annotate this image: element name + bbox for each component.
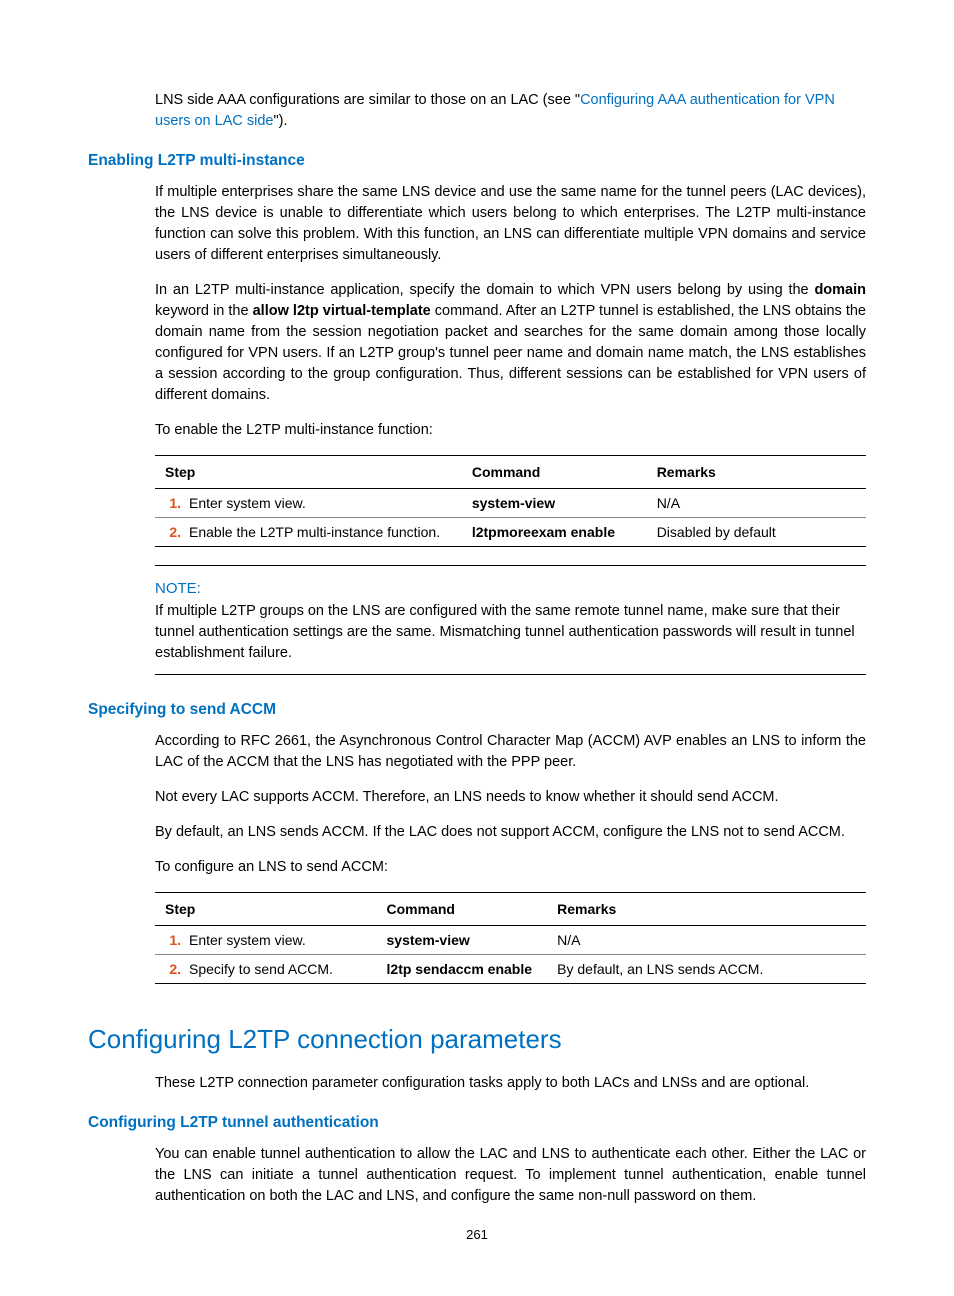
step-cmd: system-view <box>387 932 470 948</box>
step-rem: N/A <box>553 926 866 955</box>
s1-p2: In an L2TP multi-instance application, s… <box>155 280 866 406</box>
note-box: NOTE: If multiple L2TP groups on the LNS… <box>155 565 866 675</box>
table-header-row: Step Command Remarks <box>155 893 866 926</box>
intro-paragraph: LNS side AAA configurations are similar … <box>155 90 866 132</box>
s2-p3: By default, an LNS sends ACCM. If the LA… <box>155 822 866 843</box>
step-cmd: l2tp sendaccm enable <box>387 961 533 977</box>
table-row: 1.Enter system view. system-view N/A <box>155 926 866 955</box>
th-command: Command <box>383 893 554 926</box>
heading-connection-params: Configuring L2TP connection parameters <box>88 1024 866 1055</box>
table-row: 2.Specify to send ACCM. l2tp sendaccm en… <box>155 955 866 984</box>
heading-accm: Specifying to send ACCM <box>88 701 866 719</box>
th-command: Command <box>468 456 653 489</box>
step-rem: Disabled by default <box>653 518 866 547</box>
step-cmd: l2tpmoreexam enable <box>472 524 615 540</box>
th-step: Step <box>155 456 468 489</box>
th-remarks: Remarks <box>553 893 866 926</box>
page-number: 261 <box>88 1227 866 1242</box>
step-number: 2. <box>159 524 189 540</box>
s1-p1: If multiple enterprises share the same L… <box>155 182 866 266</box>
step-number: 1. <box>159 932 189 948</box>
s1-p3: To enable the L2TP multi-instance functi… <box>155 420 866 441</box>
table-accm: Step Command Remarks 1.Enter system view… <box>155 892 866 984</box>
step-number: 1. <box>159 495 189 511</box>
note-label: NOTE: <box>155 580 866 597</box>
s3-p1: These L2TP connection parameter configur… <box>155 1073 866 1094</box>
intro-pre: LNS side AAA configurations are similar … <box>155 92 580 108</box>
step-desc: Enter system view. <box>189 932 306 948</box>
step-desc: Specify to send ACCM. <box>189 961 333 977</box>
step-number: 2. <box>159 961 189 977</box>
table-row: 1.Enter system view. system-view N/A <box>155 489 866 518</box>
heading-multi-instance: Enabling L2TP multi-instance <box>88 152 866 170</box>
step-desc: Enable the L2TP multi-instance function. <box>189 524 440 540</box>
step-desc: Enter system view. <box>189 495 306 511</box>
intro-post: "). <box>273 113 287 129</box>
s3-p2: You can enable tunnel authentication to … <box>155 1144 866 1207</box>
table-header-row: Step Command Remarks <box>155 456 866 489</box>
step-rem: N/A <box>653 489 866 518</box>
table-multi-instance: Step Command Remarks 1.Enter system view… <box>155 455 866 547</box>
s2-p4: To configure an LNS to send ACCM: <box>155 857 866 878</box>
s2-p1: According to RFC 2661, the Asynchronous … <box>155 731 866 773</box>
step-rem: By default, an LNS sends ACCM. <box>553 955 866 984</box>
s2-p2: Not every LAC supports ACCM. Therefore, … <box>155 787 866 808</box>
table-row: 2.Enable the L2TP multi-instance functio… <box>155 518 866 547</box>
th-remarks: Remarks <box>653 456 866 489</box>
step-cmd: system-view <box>472 495 555 511</box>
th-step: Step <box>155 893 383 926</box>
note-text: If multiple L2TP groups on the LNS are c… <box>155 601 866 664</box>
heading-tunnel-auth: Configuring L2TP tunnel authentication <box>88 1114 866 1132</box>
